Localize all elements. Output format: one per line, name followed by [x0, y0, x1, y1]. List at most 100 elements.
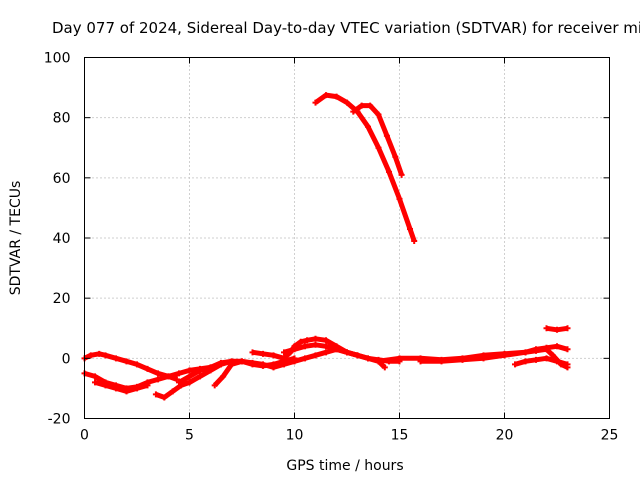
data-point: [549, 352, 556, 359]
data-point: [134, 361, 140, 368]
y-axis: -20 0 20 40 60 80 100: [44, 51, 610, 428]
data-point: [291, 355, 298, 362]
data-point: [398, 171, 405, 178]
data-point: [383, 132, 390, 139]
data-point: [333, 346, 340, 353]
data-point: [304, 337, 311, 344]
data-point: [113, 385, 119, 392]
data-point: [396, 195, 403, 202]
data-point: [281, 355, 287, 362]
data-point: [152, 391, 159, 398]
data-point: [176, 370, 182, 377]
data-point: [417, 358, 424, 365]
data-point: [392, 153, 399, 160]
data-point: [249, 361, 256, 368]
data-point: [554, 326, 560, 333]
data-point: [396, 355, 403, 362]
data-point: [522, 349, 529, 356]
y-tick-label: 60: [53, 171, 71, 187]
data-point: [323, 343, 329, 350]
data-point: [260, 362, 266, 369]
data-point: [102, 382, 109, 389]
y-tick-label: 80: [53, 111, 71, 127]
data-point: [249, 349, 256, 356]
data-point: [302, 343, 308, 350]
data-point: [270, 361, 277, 368]
data-point: [543, 355, 550, 362]
y-tick-label: -20: [48, 412, 71, 428]
chart-title: Day 077 of 2024, Sidereal Day-to-day VTE…: [52, 19, 640, 37]
x-tick-label: 20: [496, 428, 514, 444]
plot-area: [81, 92, 571, 401]
data-point: [197, 373, 203, 380]
data-point: [92, 373, 98, 380]
data-point: [123, 388, 130, 395]
data-point: [480, 355, 487, 362]
data-point: [165, 373, 172, 380]
data-point: [564, 346, 571, 353]
data-point: [211, 382, 218, 389]
data-point: [270, 352, 277, 359]
data-point: [218, 359, 224, 366]
data-point: [407, 225, 413, 232]
data-point: [375, 144, 382, 151]
data-point: [365, 355, 371, 362]
x-tick-label: 5: [185, 428, 194, 444]
x-tick-label: 0: [80, 428, 89, 444]
data-point: [350, 108, 357, 115]
data-point: [438, 358, 445, 365]
x-tick-label: 25: [601, 428, 619, 444]
data-point: [161, 394, 168, 401]
data-point: [144, 365, 151, 372]
data-point: [564, 361, 571, 368]
data-point: [323, 337, 329, 344]
x-tick-label: 10: [286, 428, 304, 444]
data-point: [344, 349, 350, 356]
data-point: [239, 358, 245, 365]
data-point: [375, 111, 382, 118]
data-point: [302, 355, 308, 362]
data-point: [113, 355, 119, 362]
data-point: [365, 123, 371, 130]
data-point: [260, 350, 266, 357]
data-point: [543, 344, 550, 351]
data-point: [312, 352, 319, 359]
y-tick-label: 20: [53, 291, 71, 307]
data-point: [554, 358, 560, 365]
data-point: [228, 361, 235, 368]
y-axis-label: SDTVAR / TECUs: [8, 181, 24, 296]
grid: [84, 57, 610, 419]
x-axis-label: GPS time / hours: [286, 458, 403, 474]
data-point: [102, 352, 109, 359]
data-point: [367, 102, 374, 109]
data-point: [291, 346, 298, 353]
data-point: [564, 325, 571, 332]
data-point: [207, 364, 214, 371]
data-point: [344, 99, 350, 106]
data-point: [144, 382, 151, 389]
data-point: [297, 338, 304, 345]
data-point: [134, 385, 140, 392]
series-arc-7: [252, 336, 387, 370]
data-point: [169, 388, 176, 395]
data-point: [155, 370, 161, 377]
data-point: [92, 379, 98, 386]
data-point: [554, 343, 560, 350]
data-point: [96, 350, 103, 357]
data-point: [323, 349, 329, 356]
data-point: [333, 93, 340, 100]
data-point: [220, 373, 227, 380]
data-point: [375, 358, 382, 365]
data-point: [312, 335, 319, 342]
data-point: [123, 358, 130, 365]
data-point: [459, 356, 466, 363]
data-point: [533, 346, 539, 353]
data-point: [323, 92, 329, 99]
data-point: [312, 341, 319, 348]
series-arc-12: [420, 343, 569, 364]
data-point: [411, 238, 418, 245]
data-point: [358, 102, 365, 109]
data-point: [281, 349, 287, 356]
y-tick-label: 0: [62, 351, 71, 367]
